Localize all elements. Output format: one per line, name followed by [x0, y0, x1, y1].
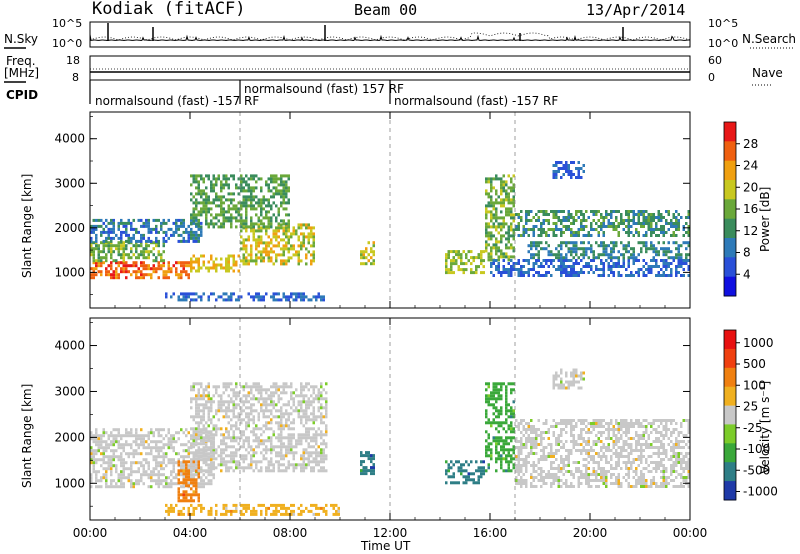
velocity-colorbar-swatch [724, 348, 736, 369]
x-tick-label: 04:00 [173, 526, 208, 540]
power-colorbar-swatch [724, 238, 736, 258]
nsearch-label: N.Search [742, 32, 797, 46]
velocity-colorbar-tick-label: -25 [743, 421, 763, 435]
velocity-y-tick-label: 3000 [54, 384, 85, 398]
velocity-colorbar-tick-label: -1000 [743, 485, 778, 499]
velocity-colorbar-tick-label: 1000 [743, 336, 774, 350]
cpid-label: CPID [6, 88, 39, 102]
velocity-colorbar-tick-label: 500 [743, 357, 766, 371]
nsky-tick-low: 10^0 [52, 37, 83, 50]
velocity-colorbar-swatch [724, 424, 736, 444]
power-feature-13 [552, 161, 585, 179]
x-tick-label: 16:00 [473, 526, 508, 540]
power-colorbar-tick-label: 20 [743, 180, 758, 194]
power-colorbar-tick-label: 28 [743, 137, 758, 151]
nsearch-trace [89, 32, 691, 41]
velocity-feature-3 [165, 503, 340, 516]
nsky-trace [89, 34, 691, 42]
nsky-label: N.Sky [4, 32, 39, 46]
x-tick-label: 20:00 [573, 526, 608, 540]
freq-panel-frame [89, 55, 691, 81]
velocity-colorbar-swatch [724, 367, 736, 388]
nsky-tick-high: 10^5 [52, 17, 83, 30]
power-y-tick-label: 3000 [54, 176, 85, 190]
power-colorbar-swatch [724, 199, 736, 220]
power-colorbar-swatch [724, 218, 736, 239]
velocity-colorbar-frame [723, 329, 737, 501]
beam-title: Beam 00 [354, 1, 418, 19]
x-tick-label: 12:00 [373, 526, 408, 540]
station-title: Kodiak (fitACF) [92, 0, 246, 19]
power-y-tick-label: 1000 [54, 265, 85, 279]
power-feature-11 [490, 259, 690, 277]
power-feature-1 [190, 254, 240, 273]
power-feature-7 [360, 241, 375, 266]
freq-tick-low: 8 [72, 71, 79, 84]
velocity-colorbar-tick-label: 25 [743, 400, 758, 414]
velocity-feature-4 [360, 451, 375, 476]
power-y-tick-label: 4000 [54, 132, 85, 146]
velocity-feature-1 [177, 460, 200, 503]
nave-label: Nave [752, 66, 783, 80]
x-tick-label: 00:00 [73, 526, 108, 540]
x-tick-label: 08:00 [273, 526, 308, 540]
power-feature-6 [165, 292, 325, 302]
power-colorbar-tick-label: 16 [743, 202, 758, 216]
power-colorbar-tick-label: 4 [743, 267, 751, 281]
nsearch-tick-high: 10^5 [708, 17, 739, 30]
power-feature-0 [90, 261, 190, 280]
power-feature-9 [485, 174, 515, 262]
velocity-y-tick-label: 4000 [54, 339, 85, 353]
x-tick-label: 00:00 [673, 526, 708, 540]
power-colorbar-tick-label: 12 [743, 224, 758, 238]
power-colorbar-tick-label: 8 [743, 246, 751, 260]
power-colorbar-swatch [724, 160, 736, 181]
cpid-segment-2: normalsound (fast) 157 RF [244, 82, 404, 96]
freq-label-1: Freq. [6, 54, 36, 68]
power-colorbar-swatch [724, 180, 736, 200]
velocity-y-tick-label: 1000 [54, 476, 85, 490]
nsearch-tick-low: 10^0 [708, 37, 739, 50]
power-feature-8 [445, 250, 485, 275]
velocity-feature-7 [515, 419, 690, 488]
power-feature-10 [515, 210, 690, 237]
power-feature-2 [240, 223, 315, 266]
velocity-colorbar-swatch [724, 405, 736, 425]
power-y-tick-label: 2000 [54, 221, 85, 235]
cpid-segment-3: normalsound (fast) -157 RF [394, 94, 559, 108]
velocity-feature-8 [552, 368, 585, 390]
velocity-feature-6 [485, 382, 515, 473]
velocity-colorbar-swatch [724, 481, 736, 501]
x-axis-label: Time UT [361, 539, 411, 553]
velocity-colorbar-tick-label: -500 [743, 463, 770, 477]
velocity-colorbar-tick-label: 100 [743, 378, 766, 392]
power-colorbar-swatch [724, 141, 736, 162]
power-colorbar-swatch [724, 257, 736, 278]
cpid-segment-1: normalsound (fast) -157 RF [95, 94, 260, 108]
nave-tick-high: 60 [708, 54, 722, 67]
velocity-feature-2 [190, 382, 328, 473]
power-colorbar-swatch [724, 276, 736, 297]
velocity-y-tick-label: 2000 [54, 430, 85, 444]
velocity-colorbar-swatch [724, 386, 736, 407]
velocity-colorbar-swatch [724, 443, 736, 463]
date-title: 13/Apr/2014 [586, 1, 686, 19]
power-colorbar-swatch [724, 122, 736, 142]
velocity-colorbar-tick-label: -100 [743, 442, 770, 456]
noise-panel-frame [89, 21, 691, 48]
velocity-colorbar-swatch [724, 462, 736, 482]
power-feature-12 [527, 241, 690, 260]
power-colorbar-tick-label: 24 [743, 159, 758, 173]
power-feature-4 [90, 218, 203, 243]
freq-label-2: [MHz] [4, 66, 40, 80]
power-feature-5 [190, 174, 290, 229]
nave-tick-low: 0 [708, 71, 715, 84]
freq-tick-high: 18 [66, 54, 80, 67]
velocity-feature-5 [445, 460, 485, 485]
velocity-colorbar-swatch [724, 330, 736, 350]
